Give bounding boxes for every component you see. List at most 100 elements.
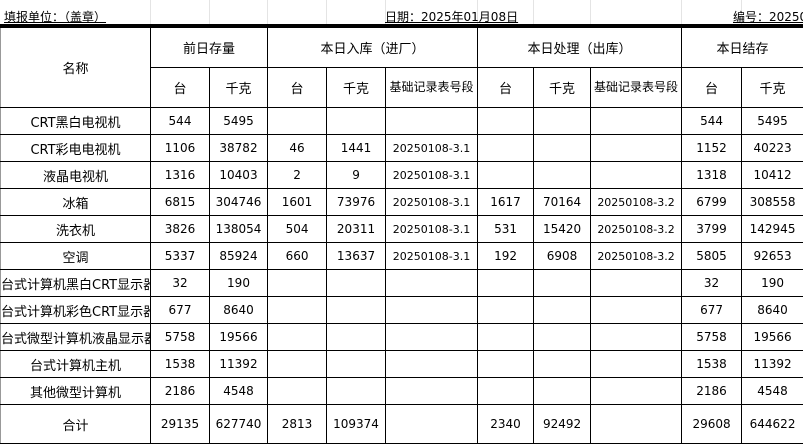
cell-in-kg[interactable]: [327, 378, 386, 405]
cell-end-units[interactable]: 1318: [682, 162, 742, 189]
cell-in-units[interactable]: [268, 324, 327, 351]
cell-prev-kg[interactable]: 190: [210, 270, 268, 297]
cell-out-kg[interactable]: [534, 108, 591, 135]
cell-prev-kg[interactable]: 19566: [210, 324, 268, 351]
cell-out-units[interactable]: 1617: [478, 189, 534, 216]
cell-out-units[interactable]: [478, 297, 534, 324]
cell-end-kg[interactable]: 19566: [742, 324, 803, 351]
cell-name[interactable]: CRT彩电电视机: [1, 135, 151, 162]
cell-prev-units[interactable]: 1316: [151, 162, 210, 189]
cell-end-units[interactable]: 544: [682, 108, 742, 135]
cell-out-record[interactable]: 20250108-3.2: [591, 243, 682, 270]
cell-out-kg[interactable]: [534, 378, 591, 405]
cell-end-units[interactable]: 6799: [682, 189, 742, 216]
cell-out-kg[interactable]: 15420: [534, 216, 591, 243]
cell-prev-kg[interactable]: 38782: [210, 135, 268, 162]
cell-in-record[interactable]: 20250108-3.1: [386, 243, 478, 270]
cell-in-units[interactable]: 2813: [268, 405, 327, 444]
cell-prev-kg[interactable]: 5495: [210, 108, 268, 135]
cell-out-record[interactable]: 20250108-3.2: [591, 216, 682, 243]
cell-out-units[interactable]: 192: [478, 243, 534, 270]
cell-name[interactable]: 台式计算机彩色CRT显示器: [1, 297, 151, 324]
cell-prev-units[interactable]: 29135: [151, 405, 210, 444]
cell-out-kg[interactable]: [534, 351, 591, 378]
cell-prev-kg[interactable]: 4548: [210, 378, 268, 405]
cell-name[interactable]: 空调: [1, 243, 151, 270]
cell-name[interactable]: 其他微型计算机: [1, 378, 151, 405]
cell-name[interactable]: 洗衣机: [1, 216, 151, 243]
cell-in-kg[interactable]: [327, 270, 386, 297]
cell-prev-units[interactable]: 5758: [151, 324, 210, 351]
cell-in-record[interactable]: [386, 270, 478, 297]
cell-end-units[interactable]: 5758: [682, 324, 742, 351]
cell-out-kg[interactable]: [534, 162, 591, 189]
cell-out-kg[interactable]: [534, 297, 591, 324]
cell-out-units[interactable]: [478, 108, 534, 135]
cell-in-kg[interactable]: 109374: [327, 405, 386, 444]
cell-in-units[interactable]: 1601: [268, 189, 327, 216]
cell-in-kg[interactable]: [327, 108, 386, 135]
cell-in-kg[interactable]: [327, 324, 386, 351]
cell-name[interactable]: 合计: [1, 405, 151, 444]
cell-end-units[interactable]: 1152: [682, 135, 742, 162]
cell-in-kg[interactable]: 73976: [327, 189, 386, 216]
cell-end-kg[interactable]: 4548: [742, 378, 803, 405]
cell-out-record[interactable]: [591, 297, 682, 324]
cell-prev-units[interactable]: 32: [151, 270, 210, 297]
cell-end-units[interactable]: 29608: [682, 405, 742, 444]
cell-out-units[interactable]: [478, 135, 534, 162]
cell-prev-units[interactable]: 6815: [151, 189, 210, 216]
cell-out-kg[interactable]: [534, 270, 591, 297]
cell-end-kg[interactable]: 8640: [742, 297, 803, 324]
cell-in-kg[interactable]: [327, 351, 386, 378]
cell-prev-kg[interactable]: 11392: [210, 351, 268, 378]
cell-out-units[interactable]: [478, 270, 534, 297]
cell-prev-kg[interactable]: 627740: [210, 405, 268, 444]
cell-out-record[interactable]: [591, 270, 682, 297]
cell-out-kg[interactable]: 92492: [534, 405, 591, 444]
cell-prev-kg[interactable]: 304746: [210, 189, 268, 216]
cell-in-units[interactable]: [268, 270, 327, 297]
cell-name[interactable]: 冰箱: [1, 189, 151, 216]
cell-out-record[interactable]: [591, 108, 682, 135]
cell-in-units[interactable]: [268, 351, 327, 378]
cell-in-kg[interactable]: [327, 297, 386, 324]
cell-in-record[interactable]: [386, 378, 478, 405]
cell-out-record[interactable]: [591, 405, 682, 444]
cell-out-kg[interactable]: 6908: [534, 243, 591, 270]
cell-in-units[interactable]: [268, 378, 327, 405]
cell-end-units[interactable]: 5805: [682, 243, 742, 270]
cell-out-kg[interactable]: 70164: [534, 189, 591, 216]
cell-name[interactable]: 液晶电视机: [1, 162, 151, 189]
cell-in-record[interactable]: [386, 324, 478, 351]
cell-in-kg[interactable]: 9: [327, 162, 386, 189]
cell-in-units[interactable]: [268, 108, 327, 135]
cell-name[interactable]: 台式计算机黑白CRT显示器: [1, 270, 151, 297]
cell-end-kg[interactable]: 5495: [742, 108, 803, 135]
cell-end-kg[interactable]: 40223: [742, 135, 803, 162]
cell-out-kg[interactable]: [534, 135, 591, 162]
cell-out-record[interactable]: [591, 378, 682, 405]
cell-in-units[interactable]: [268, 297, 327, 324]
cell-end-kg[interactable]: 308558: [742, 189, 803, 216]
cell-in-record[interactable]: 20250108-3.1: [386, 216, 478, 243]
cell-in-record[interactable]: [386, 297, 478, 324]
cell-in-record[interactable]: [386, 108, 478, 135]
cell-in-record[interactable]: 20250108-3.1: [386, 162, 478, 189]
cell-prev-units[interactable]: 544: [151, 108, 210, 135]
cell-end-kg[interactable]: 190: [742, 270, 803, 297]
cell-out-units[interactable]: [478, 351, 534, 378]
cell-out-record[interactable]: 20250108-3.2: [591, 189, 682, 216]
cell-prev-units[interactable]: 3826: [151, 216, 210, 243]
cell-prev-units[interactable]: 677: [151, 297, 210, 324]
cell-in-units[interactable]: 2: [268, 162, 327, 189]
cell-end-kg[interactable]: 11392: [742, 351, 803, 378]
cell-in-record[interactable]: 20250108-3.1: [386, 189, 478, 216]
cell-prev-units[interactable]: 1538: [151, 351, 210, 378]
cell-out-units[interactable]: 531: [478, 216, 534, 243]
cell-out-units[interactable]: 2340: [478, 405, 534, 444]
cell-out-units[interactable]: [478, 378, 534, 405]
cell-end-units[interactable]: 3799: [682, 216, 742, 243]
cell-out-record[interactable]: [591, 324, 682, 351]
cell-end-units[interactable]: 1538: [682, 351, 742, 378]
